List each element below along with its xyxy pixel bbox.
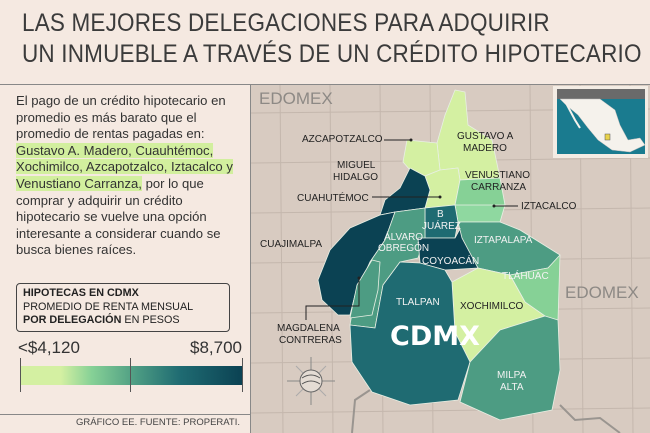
label-magdalena: MAGDALENA (277, 323, 340, 334)
label-cuauhtemoc: CUAHUTÉMOC (297, 191, 369, 204)
cdmx-map: EDOMEX EDOMEX CDMX AZCAPOTZALCO GUSTAVO … (251, 85, 650, 433)
label-magdalena-2: CONTRERAS (279, 335, 342, 346)
divider (250, 84, 251, 433)
label-cuajimalpa: CUAJIMALPA (260, 239, 322, 250)
title-line-1: LAS MEJORES DELEGACIONES PARA ADQUIRIR (22, 9, 550, 37)
label-gam-2: MADERO (463, 143, 507, 154)
region-label-edomex: EDOMEX (259, 89, 333, 108)
label-alvaro-obregon-2: OBREGÓN (378, 241, 429, 254)
legend-box: HIPOTECAS EN CDMX PROMEDIO DE RENTA MENS… (16, 283, 230, 332)
label-tlahuac: TLÁHUAC (502, 269, 549, 282)
district-cuauhtemoc[interactable] (424, 167, 461, 209)
label-gam: GUSTAVO A (457, 131, 514, 142)
district-tlalpan[interactable] (349, 261, 471, 406)
district-iztacalco[interactable] (454, 204, 506, 223)
legend-min: <$4,120 (18, 338, 80, 357)
label-milpa-alta: MILPA (497, 370, 527, 381)
divider (0, 414, 250, 415)
scale-tick (242, 358, 243, 392)
legend-subtitle: PROMEDIO DE RENTA MENSUAL (23, 300, 194, 313)
label-alvaro-obregon: ÁLVARO (384, 230, 423, 243)
label-azcapotzalco: AZCAPOTZALCO (302, 134, 383, 145)
city-label: CDMX (390, 321, 480, 352)
label-miguel-hidalgo-2: HIDALGO (333, 172, 378, 183)
intro-before: El pago de un crédito hipotecario en pro… (16, 93, 226, 142)
label-venustiano: VENUSTIANO (465, 170, 530, 181)
color-scale-bar (21, 366, 242, 385)
divider (0, 84, 650, 85)
label-xochimilco: XOCHIMILCO (460, 301, 524, 312)
label-benito-juarez-2: JUÁREZ (422, 219, 461, 232)
region-label-edomex: EDOMEX (565, 283, 639, 302)
legend-max: $8,700 (190, 338, 242, 357)
source-credit: GRÁFICO EE. FUENTE: PROPERATI. (76, 417, 240, 428)
scale-tick (130, 358, 131, 392)
label-venustiano-2: CARRANZA (471, 182, 526, 193)
label-iztapalapa: IZTAPALAPA (474, 235, 533, 246)
label-iztacalco: IZTACALCO (521, 201, 577, 212)
intro-highlight: Gustavo A. Madero, Cuauhtémoc, Xochimilc… (16, 142, 233, 191)
intro-text: El pago de un crédito hipotecario en pro… (16, 93, 246, 259)
title-line-2: UN INMUEBLE A TRAVÉS DE UN CRÉDITO HIPOT… (22, 40, 642, 68)
page-title: LAS MEJORES DELEGACIONES PARA ADQUIRIR UN… (22, 8, 650, 70)
legend-subtitle2: POR DELEGACIÓN (23, 314, 122, 326)
intro-after: por lo que comprar y adquirir un crédito… (16, 175, 221, 258)
compass-rose-icon (287, 357, 335, 405)
label-coyoacan: COYOACÁN (422, 254, 479, 267)
legend-unit: EN PESOS (121, 314, 180, 326)
label-tlalpan: TLALPAN (396, 297, 440, 308)
scale-tick (20, 358, 21, 392)
label-miguel-hidalgo: MIGUEL (337, 160, 376, 171)
label-milpa-alta-2: ALTA (500, 382, 524, 393)
label-benito-juarez: B (437, 209, 444, 220)
legend-title: HIPOTECAS EN CDMX (23, 287, 139, 299)
road-line (351, 389, 621, 433)
district-magdalena-contreras[interactable] (349, 259, 381, 319)
district-milpa-alta[interactable] (459, 315, 561, 421)
mexico-inset-map (553, 86, 648, 158)
